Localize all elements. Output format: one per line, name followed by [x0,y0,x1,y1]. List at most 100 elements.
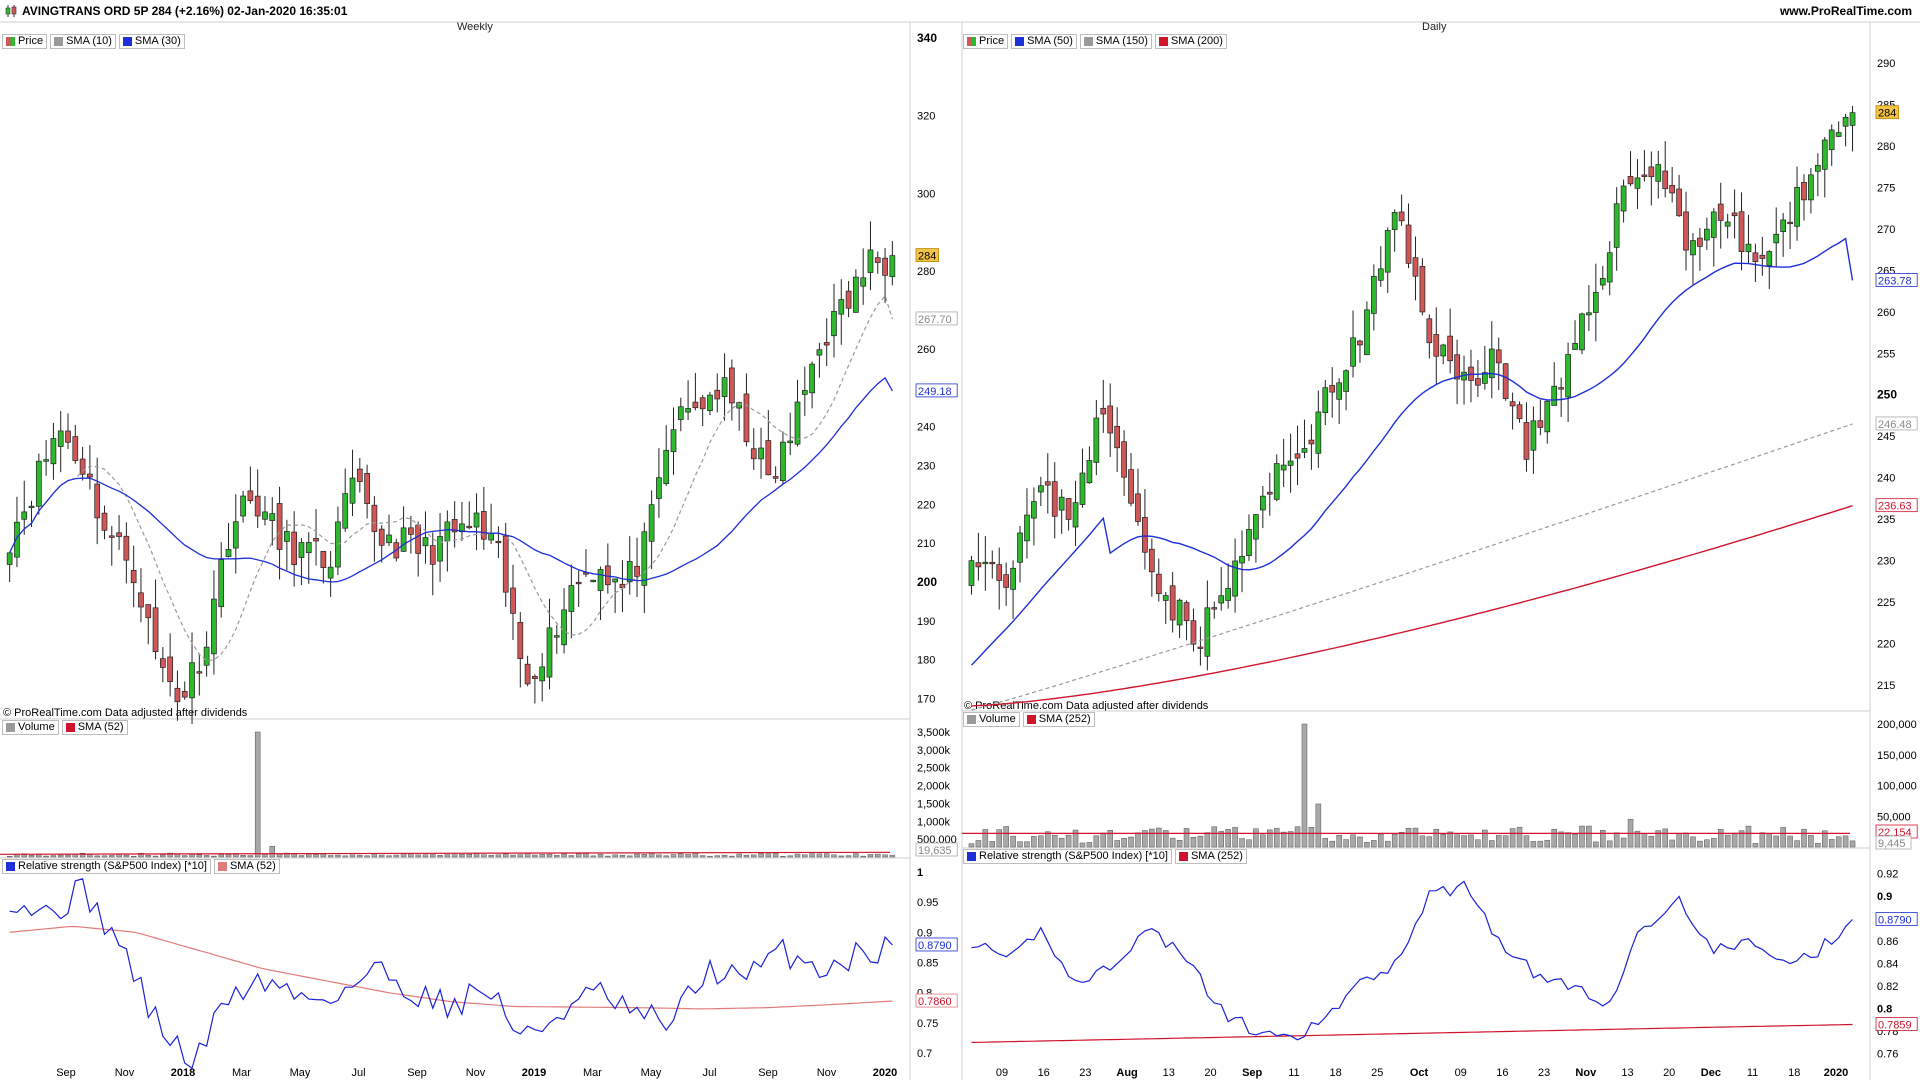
legend-sma30[interactable]: SMA (30) [118,34,185,49]
volume-bar [123,854,130,858]
weekly-rs-tick: 0.85 [917,957,938,969]
volume-bar [1343,839,1349,848]
candle-body [167,656,173,683]
legend-volume[interactable]: Volume [963,712,1020,727]
volume-bar [189,853,195,858]
candle-body [1051,481,1058,517]
legend-sma50[interactable]: SMA (50) [1011,34,1077,49]
weekly-time-tick: Nov [466,1067,486,1079]
volume-bar [1045,831,1051,848]
weekly-price-tick: 240 [917,422,935,434]
volume-bar [57,854,64,858]
weekly-rs-tick: 0.7 [917,1048,932,1060]
volume-bar [291,853,297,858]
candle-body [1509,401,1516,407]
sma200-line [971,505,1853,707]
candle-body [1731,212,1738,217]
volume-bar [1849,840,1856,848]
volume-bar [225,854,232,858]
legend-sma200[interactable]: SMA (200) [1154,34,1227,49]
legend-price[interactable]: Price [2,34,48,49]
candle-body [473,512,480,528]
legend-rs[interactable]: Relative strength (S&P500 Index) [*10] [2,859,211,874]
rs-sma-line [971,1023,1853,1043]
legend-price[interactable]: Price [963,34,1009,49]
volume-bar [269,846,276,858]
candle-body [342,493,349,529]
volume-bar [1322,838,1329,848]
volume-bar [437,855,443,858]
legend-rs-sma[interactable]: SMA (52) [213,859,280,874]
candle-body [1273,463,1280,500]
legend-rs[interactable]: Relative strength (S&P500 Index) [*10] [963,849,1172,864]
volume-bar [838,855,845,858]
legend-volume[interactable]: Volume [2,720,59,735]
volume-bar [218,854,224,858]
volume-bar [1440,834,1446,848]
volume-bar [1190,837,1197,848]
legend-sma150[interactable]: SMA (150) [1079,34,1152,49]
candle-body [1301,448,1308,453]
volume-bar [583,853,589,858]
candle-body [87,473,93,478]
candle-body [254,495,261,517]
weekly-rs-tick: 0.9 [917,927,932,939]
volume-bar [1537,840,1544,848]
candle-body [1024,514,1030,542]
candle-body [335,521,341,568]
daily-sma150-marker: 246.48 [1878,419,1912,431]
volume-bar [780,856,786,858]
candle-body [1835,132,1842,137]
volume-bar [1801,828,1807,848]
candle-body [823,342,830,346]
volume-bar [736,853,742,858]
legend-rs-sma[interactable]: SMA (252) [1174,849,1247,864]
candle-body [604,565,611,586]
candle-body [1648,166,1655,178]
sma10-line [9,294,893,662]
candle-body [1121,441,1127,478]
weekly-time-tick: Sep [56,1067,76,1079]
legend-volume-sma[interactable]: SMA (252) [1022,712,1095,727]
candle-body [50,438,57,465]
candle-body [597,569,604,591]
daily-price-tick: 245 [1877,431,1895,443]
volume-bar [167,852,173,858]
candle-body [378,528,385,546]
weekly-time-tick: May [641,1067,662,1079]
volume-bar [1822,830,1828,848]
candle-body [386,534,392,544]
legend-volume-sma[interactable]: SMA (52) [61,720,128,735]
candle-body [996,564,1003,581]
volume-bar [1717,829,1724,848]
candle-body [1620,185,1627,212]
daily-time-tick: 13 [1163,1067,1175,1079]
candle-body [1454,354,1460,380]
volume-bar [656,854,662,858]
weekly-price-tick: 300 [917,188,935,200]
volume-bar [342,855,348,858]
site-link[interactable]: www.ProRealTime.com [1779,4,1912,18]
candle-body [1495,349,1502,364]
candle-body [1253,514,1259,540]
volume-bar [524,852,531,858]
candle-body [1745,243,1752,253]
daily-time-tick: 20 [1204,1067,1216,1079]
candle-body [152,607,159,653]
weekly-volume-tick: 2,500k [917,763,951,775]
volume-bar [539,854,545,858]
daily-time-tick: 11 [1288,1067,1299,1079]
daily-volume-marker-bg [1875,835,1912,850]
candle-body [831,311,837,337]
weekly-time-tick: Jul [702,1067,716,1079]
daily-volume-sma-marker-bg [1875,824,1918,839]
weekly-price-tick: 340 [917,31,937,45]
weekly-volume-tick: 1,500k [917,798,951,810]
candle-body [1447,335,1454,362]
candle-body [619,583,626,589]
volume-bar [1641,833,1648,848]
volume-bar [1752,843,1759,848]
legend-sma10[interactable]: SMA (10) [50,34,116,49]
volume-bar [130,855,137,858]
daily-price-marker-bg [1875,105,1900,120]
